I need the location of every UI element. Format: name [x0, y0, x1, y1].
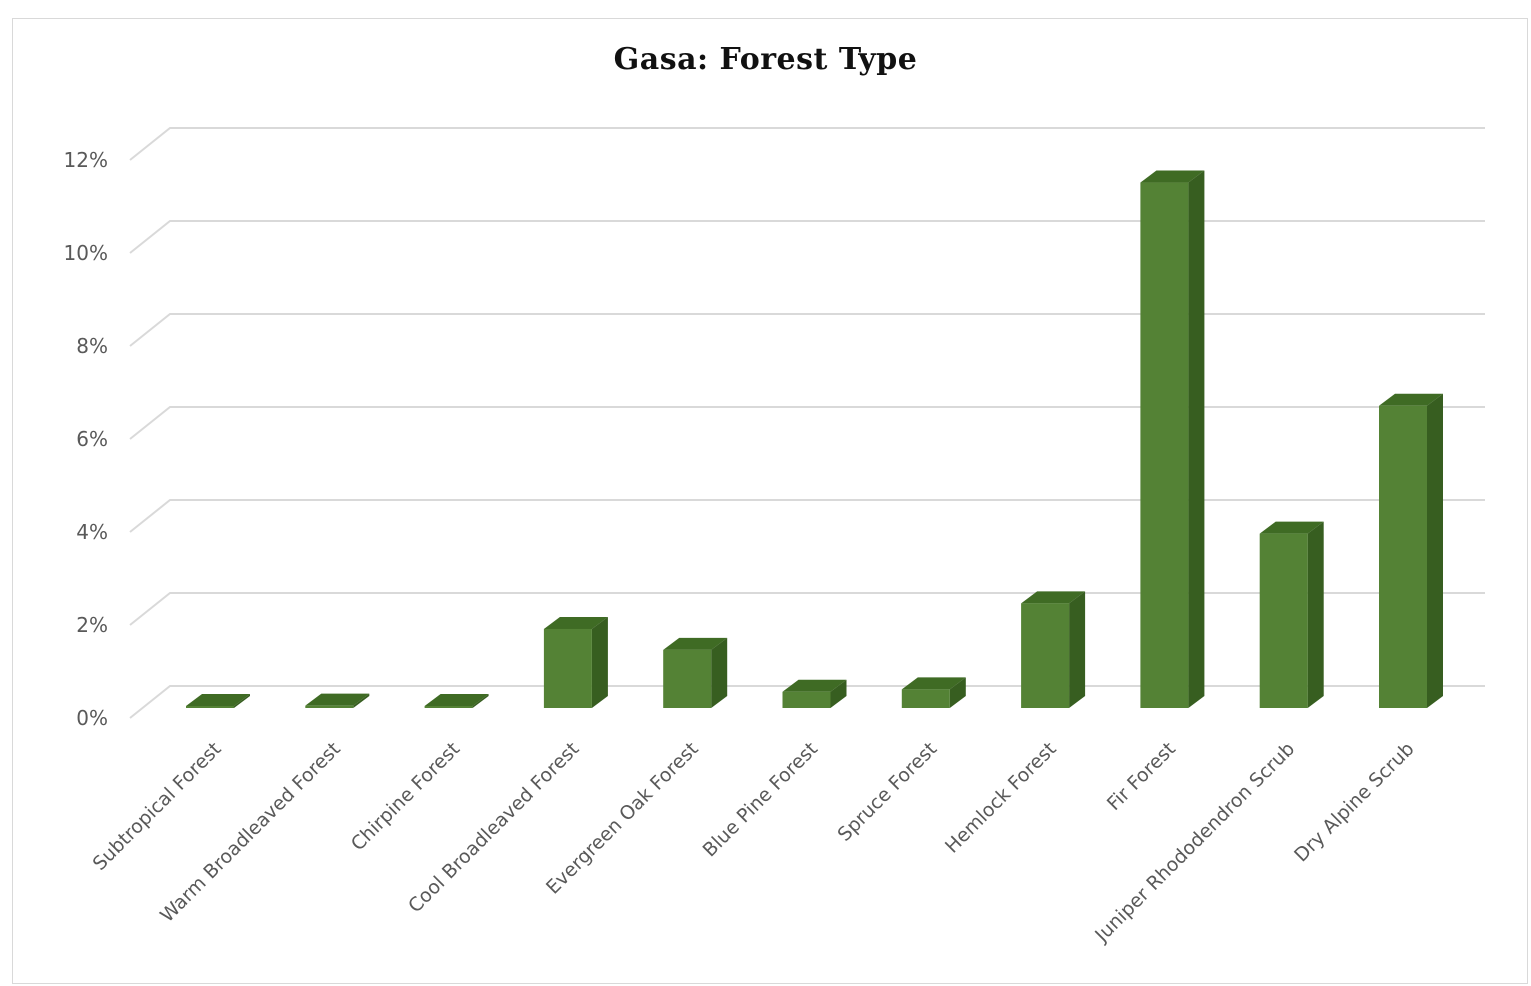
x-tick-label: Fir Forest	[1103, 738, 1180, 815]
gridline	[129, 220, 1485, 254]
y-tick-label: 0%	[76, 706, 108, 730]
bar	[901, 677, 966, 708]
gridline	[129, 313, 1485, 347]
gridline	[129, 406, 1485, 440]
x-tick-label: Hemlock Forest	[941, 738, 1061, 858]
bar	[663, 637, 728, 708]
y-tick-label: 4%	[76, 520, 108, 544]
y-tick-label: 8%	[76, 334, 108, 358]
bar	[186, 694, 250, 708]
y-tick-label: 2%	[76, 613, 108, 637]
x-tick-label: Spruce Forest	[834, 738, 942, 846]
bar	[543, 616, 608, 708]
y-tick-label: 6%	[76, 427, 108, 451]
x-tick-label: Chirpine Forest	[347, 738, 464, 855]
x-tick-label: Subtropical Forest	[89, 738, 226, 875]
bars	[186, 170, 1443, 709]
x-tick-label: Juniper Rhododendron Scrub	[1090, 738, 1299, 947]
bar	[1140, 170, 1205, 709]
bar	[782, 679, 847, 708]
bar	[424, 694, 489, 708]
x-tick-label: Blue Pine Forest	[699, 738, 822, 861]
gridline	[129, 499, 1485, 533]
chart-title: Gasa: Forest Type	[613, 42, 918, 77]
y-axis-ticks: 0% 2% 4% 6% 8% 10% 12%	[64, 148, 108, 730]
bar	[1379, 393, 1443, 708]
bar	[1021, 591, 1086, 708]
gridline	[129, 127, 1485, 161]
bar	[305, 693, 370, 708]
y-tick-label: 10%	[64, 241, 108, 265]
bar	[1259, 521, 1324, 708]
y-tick-label: 12%	[64, 148, 108, 172]
x-tick-label: Dry Alpine Scrub	[1290, 738, 1418, 866]
gridlines	[129, 127, 1485, 719]
